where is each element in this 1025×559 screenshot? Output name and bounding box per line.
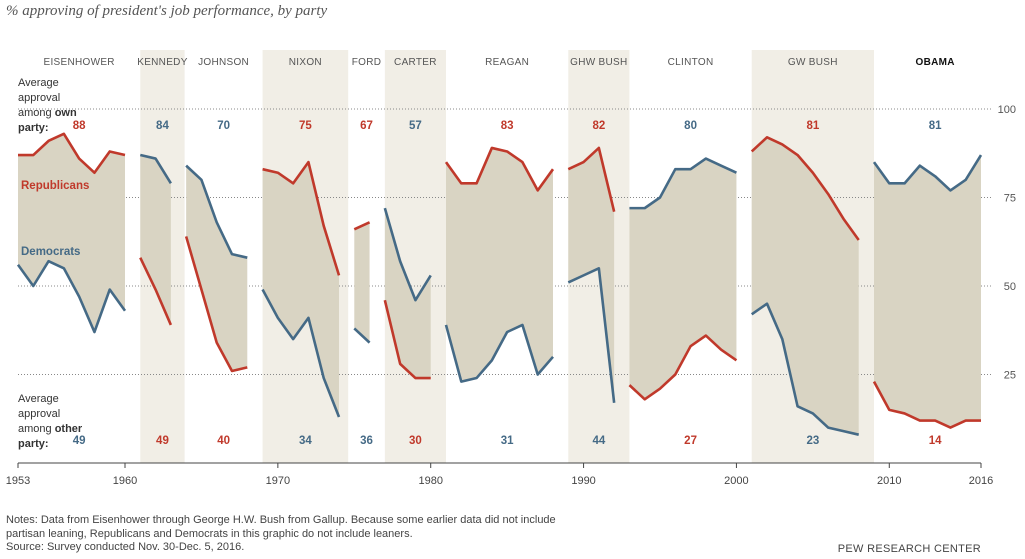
democrat-line [567,266,616,403]
president-name: CLINTON [668,57,714,68]
republican-line [184,236,248,373]
democrat-line [353,327,371,344]
other-party-value: 44 [592,435,605,447]
republican-line [353,221,371,231]
x-tick-label: 2016 [969,475,993,487]
x-axis: 1953 1960 1970 1980 1990 2000 2010 2016 [6,462,993,487]
president-name: KENNEDY [137,57,187,68]
democrat-line [750,302,860,436]
republican-line [139,257,173,326]
other-party-value: 30 [409,435,422,447]
own-party-value: 81 [929,120,942,132]
gap-area [140,155,171,325]
own-party-value: 80 [684,120,697,132]
own-party-value: 81 [806,120,819,132]
x-tick-label: 1980 [418,475,442,487]
democrat-line [444,323,554,383]
y-tick-label: 25 [1004,370,1016,382]
republican-line [262,160,341,276]
other-party-value: 14 [929,435,942,447]
president-name: GHW BUSH [570,57,627,68]
gap-area [446,147,553,382]
other-party-value: 36 [360,435,373,447]
other-party-value: 23 [806,435,819,447]
brand-logo-text: PEW RESEARCH CENTER [837,543,981,555]
gap-area [186,165,248,371]
president-name: REAGAN [485,57,529,68]
republican-line [567,146,616,212]
republican-line [872,380,981,429]
president-name: FORD [352,57,382,68]
other-party-label: Average approval among other party: [18,393,83,450]
other-party-value: 27 [684,435,697,447]
republicans-series-label: Republicans [21,180,89,192]
republican-line [383,299,431,380]
own-party-value: 75 [299,120,312,132]
gap-area [751,137,859,435]
chart-labels: EISENHOWER 88 49 KENNEDY 84 49 JOHNSON 70 40 NIXO… [18,57,955,450]
chart-source: Source: Survey conducted Nov. 30-Dec. 5,… [6,541,245,553]
own-party-value: 67 [360,120,373,132]
own-party-label: Average approval among own party: [18,77,77,134]
democrat-line [629,157,737,210]
y-tick-label: 100 [998,104,1016,116]
x-tick-label: 1990 [571,475,595,487]
gap-area [354,222,370,343]
chart-subtitle: % approving of president's job performan… [6,3,328,19]
democrat-line [16,259,127,334]
republican-line [750,136,860,241]
president-name: CARTER [394,57,437,68]
own-party-value: 83 [501,120,514,132]
y-tick-label: 50 [1004,281,1016,293]
y-tick-label: 75 [1004,193,1016,205]
own-party-value: 88 [73,120,86,132]
own-party-value: 84 [156,120,169,132]
president-name: NIXON [289,57,322,68]
own-party-value: 57 [409,120,422,132]
republican-line [444,146,555,192]
democrat-line [872,154,983,192]
democrat-line [261,288,341,418]
gap-area [874,155,981,428]
president-name: JOHNSON [198,57,249,68]
republican-line [628,334,738,401]
other-party-value: 49 [156,435,169,447]
democrat-line [185,164,248,259]
other-party-value: 34 [299,435,312,447]
series-lines [16,132,983,436]
other-party-value: 40 [217,435,230,447]
republican-line [18,132,126,175]
gap-area [629,158,737,400]
chart-notes: Notes: Data from Eisenhower through Geor… [6,514,556,540]
x-tick-label: 1953 [6,475,30,487]
gap-area [18,133,125,333]
gap-area [568,147,615,403]
president-name: EISENHOWER [43,57,114,68]
president-name: OBAMA [916,57,955,68]
x-tick-label: 2010 [877,475,901,487]
x-tick-label: 1970 [266,475,290,487]
x-tick-label: 2000 [724,475,748,487]
other-party-value: 49 [73,435,86,447]
x-tick-label: 1960 [113,475,137,487]
own-party-value: 70 [217,120,230,132]
president-name: GW BUSH [788,57,838,68]
democrats-series-label: Democrats [21,246,80,258]
own-party-value: 82 [592,120,605,132]
democrat-line [383,207,432,302]
gap-area [262,162,339,417]
other-party-value: 31 [501,435,514,447]
democrat-line [139,153,172,185]
